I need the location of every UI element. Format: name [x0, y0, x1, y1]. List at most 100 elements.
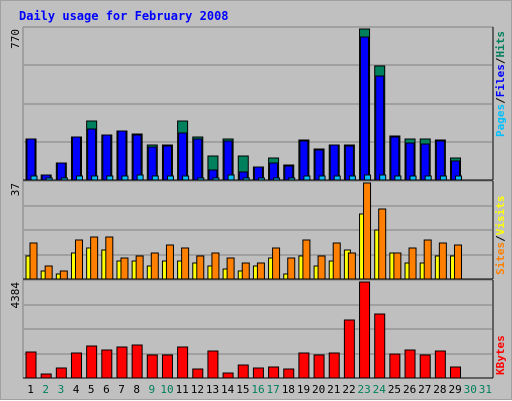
- day-label: 7: [118, 383, 125, 396]
- bar-pages: [212, 177, 220, 181]
- bar-sites: [378, 208, 387, 280]
- day-label: 31: [479, 383, 492, 396]
- bar-pages: [257, 177, 265, 181]
- bar-sites: [105, 236, 114, 280]
- bar-sites: [59, 270, 68, 280]
- day-label: 27: [418, 383, 431, 396]
- bar-sites: [393, 252, 402, 280]
- bar-kbytes: [283, 368, 295, 379]
- bar-sites: [423, 239, 432, 280]
- bar-sites: [347, 252, 356, 280]
- day-label: 16: [251, 383, 264, 396]
- legend-sites: Sites: [494, 242, 507, 275]
- bar-files: [329, 144, 339, 181]
- bar-kbytes: [177, 346, 189, 379]
- bar-kbytes: [389, 353, 401, 379]
- bar-pages: [227, 174, 235, 181]
- day-label: 11: [176, 383, 189, 396]
- legend-visits-sites: Sites/Visits: [494, 196, 507, 276]
- bar-pages: [273, 177, 281, 181]
- bar-files: [162, 145, 172, 181]
- day-label: 22: [342, 383, 355, 396]
- bar-sites: [241, 262, 250, 280]
- bar-files: [435, 140, 445, 181]
- legend-separator: /: [494, 97, 507, 104]
- bar-pages: [424, 175, 432, 181]
- bar-files: [56, 162, 66, 181]
- day-label: 20: [312, 383, 325, 396]
- bar-pages: [30, 175, 38, 181]
- bar-files: [223, 140, 233, 181]
- bar-files: [102, 134, 112, 181]
- bar-kbytes: [207, 350, 219, 379]
- bar-sites: [272, 247, 281, 280]
- day-label: 10: [160, 383, 173, 396]
- day-label: 4: [73, 383, 80, 396]
- day-label: 8: [133, 383, 140, 396]
- bar-files: [420, 143, 430, 181]
- bar-sites: [363, 182, 372, 280]
- bar-kbytes: [268, 366, 280, 379]
- bar-sites: [438, 242, 447, 280]
- bar-sites: [181, 247, 190, 280]
- bar-kbytes: [70, 352, 82, 379]
- day-label: 28: [433, 383, 446, 396]
- legend-separator: /: [494, 57, 507, 64]
- bar-pages: [364, 174, 372, 181]
- day-label: 5: [88, 383, 95, 396]
- ymax-label-visits-sites: 37: [9, 183, 22, 196]
- legend-hits-files-pages: Pages/Files/Hits: [494, 31, 507, 137]
- bar-kbytes: [434, 350, 446, 379]
- bar-files: [178, 132, 188, 181]
- bar-pages: [151, 175, 159, 181]
- bar-kbytes: [237, 364, 249, 379]
- bar-sites: [302, 239, 311, 280]
- day-label: 18: [282, 383, 295, 396]
- bar-pages: [288, 177, 296, 181]
- bar-sites: [29, 242, 38, 280]
- bar-pages: [303, 175, 311, 181]
- bar-pages: [106, 175, 114, 181]
- bar-kbytes: [101, 349, 113, 379]
- bar-sites: [74, 239, 83, 280]
- bar-files: [375, 75, 385, 181]
- day-label: 19: [297, 383, 310, 396]
- day-label: 24: [373, 383, 387, 396]
- bar-pages: [136, 174, 144, 181]
- bar-sites: [454, 244, 463, 280]
- bar-files: [26, 138, 36, 181]
- legend-kbytes: KBytes: [494, 335, 507, 375]
- bar-kbytes: [146, 354, 158, 379]
- bar-files: [117, 130, 127, 181]
- day-label: 30: [464, 383, 477, 396]
- day-label: 1: [27, 383, 34, 396]
- bar-files: [87, 128, 97, 181]
- bar-kbytes: [328, 352, 340, 379]
- bar-pages: [45, 177, 53, 181]
- bar-kbytes: [192, 368, 204, 379]
- bar-sites: [120, 257, 129, 280]
- bar-sites: [317, 255, 326, 280]
- legend-hits: Hits: [494, 31, 507, 58]
- bar-pages: [242, 177, 250, 181]
- bar-pages: [409, 175, 417, 181]
- chart-title: Daily usage for February 2008: [19, 9, 229, 23]
- bar-sites: [211, 252, 220, 280]
- bar-kbytes: [298, 352, 310, 379]
- day-label: 13: [206, 383, 219, 396]
- day-label: 9: [149, 383, 156, 396]
- bar-sites: [226, 257, 235, 280]
- day-label: 29: [448, 383, 461, 396]
- day-label: 2: [42, 383, 49, 396]
- legend-kbytes: KBytes: [494, 335, 507, 375]
- ymax-label-kbytes: 4384: [9, 282, 22, 309]
- bar-kbytes: [343, 319, 355, 379]
- day-label: 25: [388, 383, 401, 396]
- bar-files: [390, 136, 400, 181]
- bar-kbytes: [404, 349, 416, 379]
- bar-files: [269, 162, 279, 181]
- bar-kbytes: [419, 354, 431, 379]
- bar-pages: [166, 175, 174, 181]
- bar-sites: [332, 242, 341, 280]
